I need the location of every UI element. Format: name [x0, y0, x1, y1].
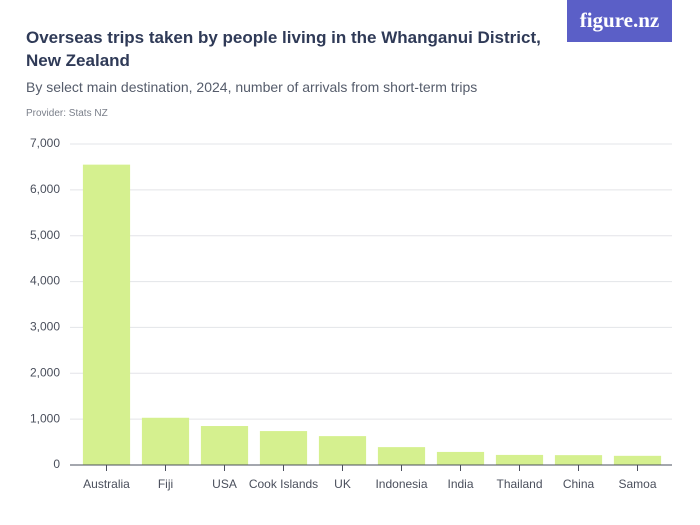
chart-title: Overseas trips taken by people living in… — [26, 28, 541, 70]
x-tick-label: Cook Islands — [249, 477, 318, 491]
logo[interactable]: figure.nz — [567, 0, 672, 42]
y-tick-label: 2,000 — [30, 365, 60, 379]
x-tick-label: Samoa — [618, 477, 656, 491]
y-tick-label: 4,000 — [30, 274, 60, 288]
bar — [318, 436, 367, 465]
y-tick-label: 6,000 — [30, 182, 60, 196]
bar — [495, 454, 544, 465]
bar — [377, 447, 426, 465]
x-tick-label: Indonesia — [375, 477, 427, 491]
y-tick-label: 1,000 — [30, 411, 60, 425]
x-tick-label: Thailand — [496, 477, 542, 491]
y-tick-label: 0 — [53, 457, 60, 471]
bar — [613, 455, 662, 465]
bar — [259, 431, 308, 465]
bar — [200, 426, 249, 465]
chart-subtitle: By select main destination, 2024, number… — [26, 79, 478, 95]
bar — [141, 417, 190, 465]
provider: Provider: Stats NZ — [26, 108, 108, 119]
bar — [436, 451, 485, 465]
x-tick-label: Australia — [83, 477, 130, 491]
x-tick-label: China — [563, 477, 595, 491]
x-tick-label: India — [447, 477, 473, 491]
bar — [554, 455, 603, 465]
y-tick-label: 5,000 — [30, 228, 60, 242]
y-tick-label: 7,000 — [30, 136, 60, 150]
x-tick-label: USA — [212, 477, 237, 491]
x-tick-label: Fiji — [158, 477, 173, 491]
bar — [82, 164, 131, 465]
y-tick-label: 3,000 — [30, 320, 60, 334]
x-tick-label: UK — [334, 477, 351, 491]
